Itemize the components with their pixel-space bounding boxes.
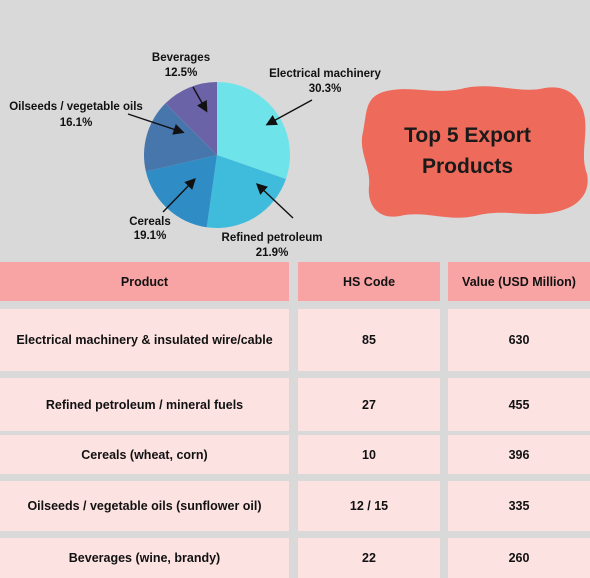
header-hs-code: HS Code: [298, 262, 440, 301]
pie-percent-label: 19.1%: [134, 230, 167, 242]
header-value: Value (USD Million): [448, 262, 590, 301]
cell-product: Electrical machinery & insulated wire/ca…: [0, 309, 289, 371]
cell-value: 335: [448, 481, 590, 531]
cell-hs-code: 12 / 15: [298, 481, 440, 531]
cell-value: 396: [448, 435, 590, 474]
pie-callout-arrow: [127, 113, 185, 135]
cell-value: 455: [448, 378, 590, 431]
cell-product: Oilseeds / vegetable oils (sunflower oil…: [0, 481, 289, 531]
pie-label: Oilseeds / vegetable oils: [9, 101, 143, 113]
table-row: Electrical machinery & insulated wire/ca…: [0, 309, 590, 371]
cell-product: Refined petroleum / mineral fuels: [0, 378, 289, 431]
pie-label: Cereals: [129, 216, 171, 228]
pie-slice-electrical-machinery: [217, 82, 290, 179]
cell-hs-code: 27: [298, 378, 440, 431]
cell-hs-code: 22: [298, 538, 440, 578]
pie-slice-cereals: [145, 155, 217, 228]
cell-value: 630: [448, 309, 590, 371]
cell-value: 260: [448, 538, 590, 578]
pie-chart: Electrical machinery 30.3% Refined petrole…: [9, 52, 381, 259]
cell-product: Cereals (wheat, corn): [0, 435, 289, 474]
header-product: Product: [0, 262, 289, 301]
pie-percent-label: 12.5%: [165, 67, 198, 79]
pie-callout-arrow: [265, 99, 313, 126]
pie-callout-arrow: [162, 177, 196, 213]
table-header-row: Product HS Code Value (USD Million): [0, 262, 590, 301]
title-line-2: Products: [421, 155, 513, 178]
table-row: Refined petroleum / mineral fuels 27 455: [0, 378, 590, 431]
pie-callout-arrow: [192, 86, 208, 113]
title-card: Top 5 Export Products: [365, 120, 570, 182]
pie-label: Electrical machinery: [269, 68, 381, 80]
title-line-1: Top 5 Export: [404, 124, 531, 147]
pie-label: Refined petroleum: [222, 232, 323, 244]
pie-callout-arrow: [255, 183, 294, 219]
pie-percent-label: 21.9%: [256, 247, 289, 259]
table-row: Beverages (wine, brandy) 22 260: [0, 538, 590, 578]
chart-area: Electrical machinery 30.3% Refined petrole…: [0, 0, 590, 262]
pie-percent-label: 30.3%: [309, 83, 342, 95]
title-brush-background: [361, 86, 588, 218]
pie-slice-oilseeds-vegetable-oils: [143, 103, 217, 172]
pie-percent-label: 16.1%: [60, 117, 93, 129]
pie-slice-refined-petroleum: [206, 155, 286, 228]
pie-label: Beverages: [152, 52, 210, 64]
table-row: Cereals (wheat, corn) 10 396: [0, 435, 590, 474]
table-row: Oilseeds / vegetable oils (sunflower oil…: [0, 481, 590, 531]
cell-product: Beverages (wine, brandy): [0, 538, 289, 578]
cell-hs-code: 85: [298, 309, 440, 371]
cell-hs-code: 10: [298, 435, 440, 474]
